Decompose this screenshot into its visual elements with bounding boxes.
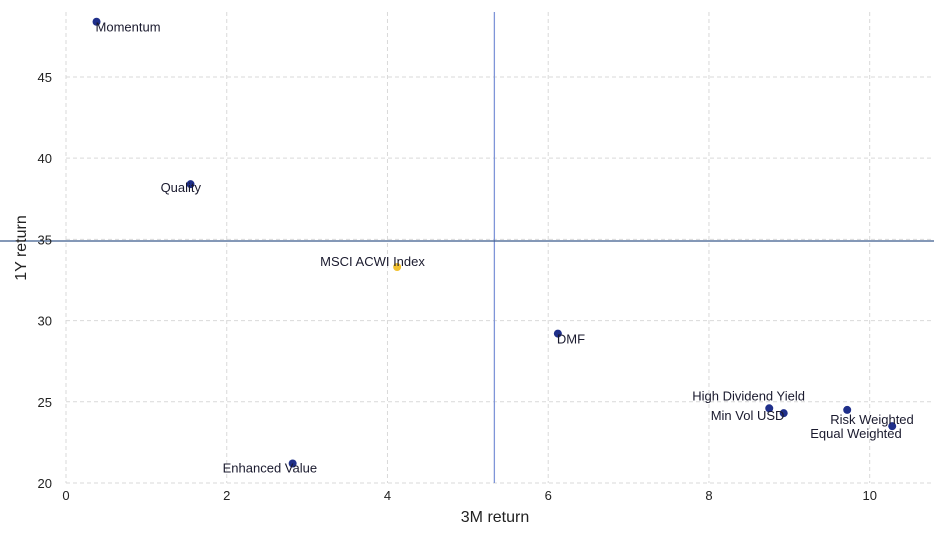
- x-tick-label: 4: [384, 488, 391, 503]
- x-tick-label: 8: [705, 488, 712, 503]
- point-label: Quality: [161, 180, 202, 195]
- point-label: Min Vol USD: [711, 408, 785, 423]
- x-tick-label: 0: [62, 488, 69, 503]
- x-axis-title: 3M return: [461, 509, 529, 526]
- data-point: [843, 405, 852, 414]
- data-point: [186, 180, 195, 189]
- x-tick-label: 2: [223, 488, 230, 503]
- grid-layer: [65, 12, 934, 484]
- point-label: Equal Weighted: [810, 426, 902, 441]
- point-label: Enhanced Value: [223, 461, 317, 476]
- point-label: Risk Weighted: [830, 412, 914, 427]
- y-tick-label: 40: [38, 151, 52, 166]
- y-tick-label: 30: [38, 314, 52, 329]
- y-tick-label: 25: [38, 395, 52, 410]
- reference-lines: [0, 12, 934, 483]
- point-label: Momentum: [96, 20, 161, 35]
- data-point: [92, 17, 101, 26]
- data-point: [765, 404, 774, 413]
- point-label: High Dividend Yield: [692, 388, 805, 403]
- y-tick-label: 20: [38, 476, 52, 491]
- data-point: [393, 262, 402, 271]
- data-point: [888, 422, 897, 431]
- data-points: [92, 17, 897, 468]
- point-label: MSCI ACWI Index: [320, 254, 425, 269]
- x-tick-label: 6: [545, 488, 552, 503]
- x-tick-label: 10: [862, 488, 876, 503]
- data-point: [288, 459, 297, 468]
- point-labels: Momentum Quality MSCI ACWI Index DMF Enhance…: [96, 20, 914, 476]
- y-tick-label: 45: [38, 70, 52, 85]
- data-point: [779, 409, 788, 418]
- point-label: DMF: [557, 332, 585, 347]
- y-axis-title: 1Y return: [13, 215, 30, 281]
- data-point: [553, 329, 562, 338]
- y-tick-label: 35: [38, 232, 52, 247]
- tick-labels: 0 2 4 6 8 10 20 25 30 35 40 45: [38, 70, 877, 503]
